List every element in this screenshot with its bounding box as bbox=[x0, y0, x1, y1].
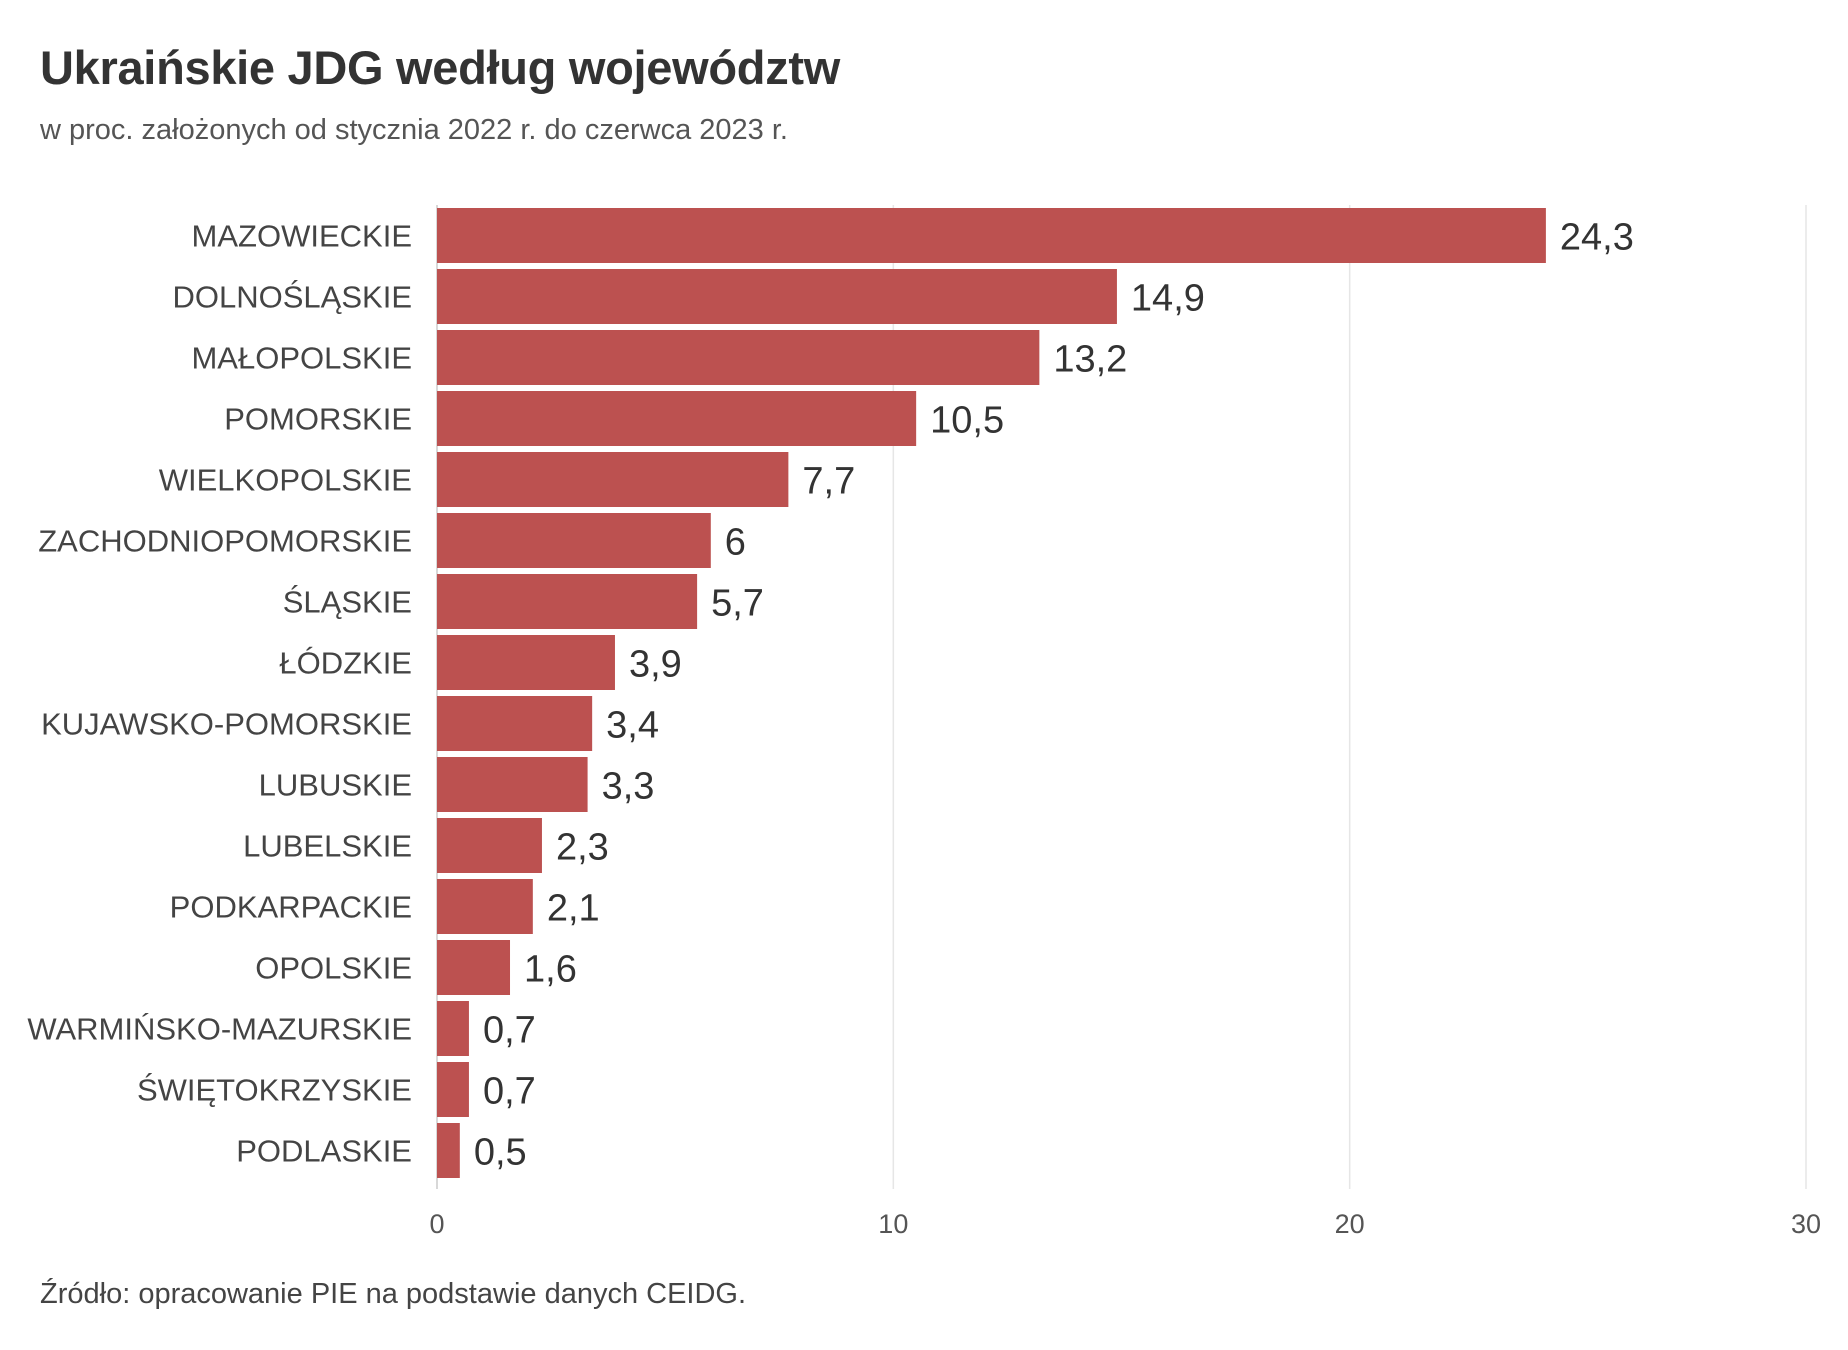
value-label: 5,7 bbox=[711, 583, 764, 625]
value-label: 1,6 bbox=[524, 949, 577, 991]
value-label: 2,3 bbox=[556, 827, 609, 869]
chart-title: Ukraińskie JDG według województw bbox=[40, 41, 841, 94]
bar bbox=[437, 208, 1546, 263]
bar bbox=[437, 1001, 469, 1056]
value-label: 13,2 bbox=[1053, 339, 1127, 381]
category-label: PODKARPACKIE bbox=[170, 890, 412, 925]
category-label: MAZOWIECKIE bbox=[192, 219, 412, 254]
bar bbox=[437, 940, 511, 995]
category-label: WIELKOPOLSKIE bbox=[159, 463, 412, 498]
bar bbox=[437, 818, 542, 873]
bar bbox=[437, 879, 533, 934]
bar bbox=[437, 1123, 460, 1178]
value-label: 2,1 bbox=[547, 888, 600, 930]
category-label: ŁÓDZKIE bbox=[279, 646, 412, 681]
category-label: PODLASKIE bbox=[236, 1134, 412, 1169]
bar bbox=[437, 696, 593, 751]
category-label: MAŁOPOLSKIE bbox=[191, 341, 412, 376]
value-label: 6 bbox=[725, 522, 746, 564]
value-label: 7,7 bbox=[802, 461, 855, 503]
category-label: LUBELSKIE bbox=[243, 829, 412, 864]
value-label: 14,9 bbox=[1131, 278, 1205, 320]
category-label: OPOLSKIE bbox=[255, 951, 412, 986]
value-label: 24,3 bbox=[1560, 217, 1634, 259]
value-label: 0,7 bbox=[483, 1010, 536, 1052]
value-labels: 24,3 14,913,2 10,5 7,7 6 5,7 3,9 3,4 3,3 2,3 2,1 1,… bbox=[474, 217, 1634, 1174]
bar bbox=[437, 513, 711, 568]
x-tick-label: 30 bbox=[1791, 1209, 1821, 1239]
chart-subtitle: w proc. założonych od stycznia 2022 r. d… bbox=[40, 114, 788, 146]
bars bbox=[437, 208, 1546, 1178]
category-label: WARMIŃSKO-MAZURSKIE bbox=[27, 1012, 412, 1047]
bar bbox=[437, 330, 1040, 385]
x-tick-label: 10 bbox=[878, 1209, 908, 1239]
category-label: KUJAWSKO-POMORSKIE bbox=[41, 707, 412, 742]
source-note: Źródło: opracowanie PIE na podstawie dan… bbox=[40, 1278, 747, 1310]
x-tick-label: 20 bbox=[1335, 1209, 1365, 1239]
category-label: LUBUSKIE bbox=[259, 768, 412, 803]
value-label: 3,4 bbox=[606, 705, 659, 747]
x-tick-label: 0 bbox=[429, 1209, 444, 1239]
bar bbox=[437, 452, 789, 507]
value-label: 0,5 bbox=[474, 1132, 527, 1174]
value-label: 3,9 bbox=[629, 644, 682, 686]
x-axis-ticks: 0 10 20 30 bbox=[429, 1209, 1821, 1239]
bar bbox=[437, 574, 698, 629]
bar bbox=[437, 635, 615, 690]
bar bbox=[437, 391, 917, 446]
value-label: 0,7 bbox=[483, 1071, 536, 1113]
category-label: ZACHODNIOPOMORSKIE bbox=[38, 524, 412, 559]
category-label: POMORSKIE bbox=[224, 402, 412, 437]
bar bbox=[437, 1062, 469, 1117]
value-label: 10,5 bbox=[930, 400, 1004, 442]
bar bbox=[437, 269, 1117, 324]
category-labels: MAZOWIECKIE DOLNOŚLĄSKIE MAŁOPOLSKIE POMORS… bbox=[27, 219, 412, 1169]
category-label: DOLNOŚLĄSKIE bbox=[173, 279, 412, 315]
bar bbox=[437, 757, 588, 812]
category-label: ŚWIĘTOKRZYSKIE bbox=[137, 1072, 412, 1108]
category-label: ŚLĄSKIE bbox=[283, 584, 412, 620]
value-label: 3,3 bbox=[602, 766, 655, 808]
